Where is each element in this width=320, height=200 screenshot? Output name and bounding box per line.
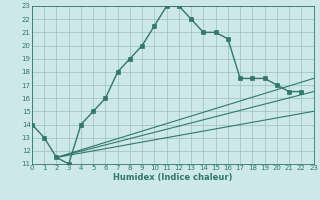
X-axis label: Humidex (Indice chaleur): Humidex (Indice chaleur): [113, 173, 233, 182]
